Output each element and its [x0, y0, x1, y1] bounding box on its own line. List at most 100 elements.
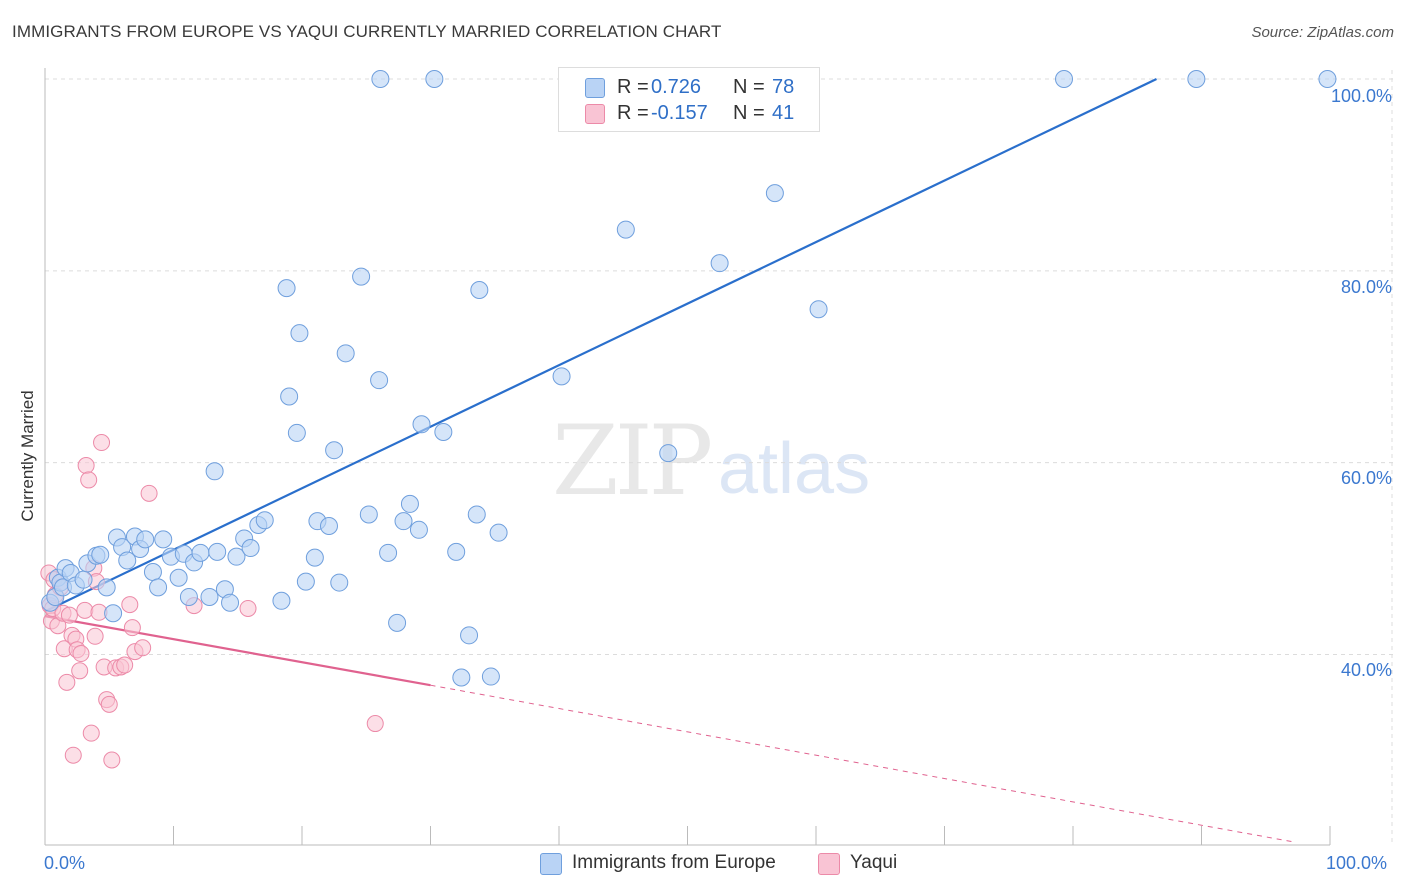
yaqui-point [366, 715, 384, 733]
europe-n-label: N = [733, 76, 765, 98]
yaqui-legend-swatch-icon [818, 853, 840, 875]
y-tick-60: 60.0% [1340, 468, 1392, 488]
europe-point [287, 423, 306, 442]
yaqui-point [140, 484, 158, 502]
europe-point [179, 587, 198, 606]
chart-title: IMMIGRANTS FROM EUROPE VS YAQUI CURRENTL… [12, 22, 722, 41]
yaqui-point [64, 746, 82, 764]
europe-point [370, 371, 389, 390]
watermark-zip: ZIP [552, 405, 713, 517]
yaqui-trend-extension [430, 684, 1292, 843]
europe-point [447, 542, 466, 561]
europe-point [765, 184, 784, 203]
europe-point [280, 387, 299, 406]
europe-point [296, 572, 315, 591]
europe-point [91, 545, 110, 564]
y-tick-40: 40.0% [1340, 660, 1392, 680]
europe-point [388, 613, 407, 632]
europe-point [809, 300, 828, 319]
europe-legend-label: Immigrants from Europe [572, 852, 776, 873]
europe-point [272, 591, 291, 610]
europe-point [221, 593, 240, 612]
europe-r-label: R = [617, 76, 649, 98]
trend-lines [44, 78, 1292, 843]
europe-r-value: 0.726 [651, 76, 702, 98]
europe-point [400, 494, 419, 513]
yaqui-point [93, 434, 111, 452]
europe-point [277, 279, 296, 298]
yaqui-legend-label: Yaqui [850, 852, 898, 873]
europe-point [74, 570, 93, 589]
europe-point [290, 324, 309, 343]
correlation-legend: R = 0.726 N = 78 R = -0.157 N = 41 [558, 67, 820, 132]
y-axis-label: Currently Married [18, 390, 37, 522]
y-tick-80: 80.0% [1340, 277, 1392, 297]
source-label: Source: ZipAtlas.com [1251, 24, 1394, 41]
europe-n-value: 78 [772, 76, 795, 98]
europe-legend-swatch-icon [540, 853, 562, 875]
yaqui-point [103, 751, 121, 769]
europe-swatch-icon [585, 78, 605, 98]
europe-point [169, 568, 188, 587]
europe-point [359, 505, 378, 524]
yaqui-r-value: -0.157 [651, 102, 708, 124]
europe-point [467, 505, 486, 524]
y-tick-100: 100.0% [1330, 86, 1392, 106]
yaqui-point [123, 619, 141, 637]
gridlines [45, 70, 1395, 845]
europe-point [394, 512, 413, 531]
europe-point [97, 578, 116, 597]
yaqui-point [60, 606, 78, 624]
yaqui-trend-line [44, 615, 431, 687]
yaqui-point [77, 457, 95, 475]
europe-point [149, 578, 168, 597]
europe-point [200, 587, 219, 606]
yaqui-point [72, 645, 90, 663]
europe-point [205, 462, 224, 481]
europe-point [470, 281, 489, 300]
europe-point [154, 530, 173, 549]
yaqui-point [239, 599, 257, 617]
yaqui-point [76, 601, 94, 619]
europe-point [319, 516, 338, 535]
europe-point [241, 539, 260, 558]
europe-point [412, 415, 431, 434]
europe-point [425, 70, 444, 88]
europe-points [41, 70, 1337, 687]
europe-point [1318, 70, 1337, 88]
yaqui-point [100, 695, 118, 713]
europe-point [104, 604, 123, 623]
europe-point [489, 523, 508, 542]
europe-point [118, 551, 137, 570]
yaqui-points [40, 434, 384, 769]
europe-point [481, 667, 500, 686]
x-tick-right: 100.0% [1326, 853, 1388, 873]
x-tick-left: 0.0% [44, 853, 86, 873]
europe-point [379, 543, 398, 562]
yaqui-swatch-icon [585, 104, 605, 124]
yaqui-point [121, 596, 139, 614]
europe-point [1055, 70, 1074, 88]
yaqui-point [80, 471, 98, 489]
europe-point [191, 543, 210, 562]
watermark-atlas: atlas [718, 429, 871, 509]
europe-point [325, 441, 344, 460]
yaqui-n-label: N = [733, 102, 765, 124]
europe-point [330, 573, 349, 592]
yaqui-r-label: R = [617, 102, 649, 124]
europe-point [710, 254, 729, 273]
yaqui-point [116, 656, 134, 674]
yaqui-point [134, 639, 152, 657]
europe-point [227, 547, 246, 566]
europe-point [434, 422, 453, 441]
europe-point [336, 344, 355, 363]
europe-point [208, 542, 227, 561]
yaqui-point [86, 627, 104, 645]
europe-point [352, 267, 371, 286]
yaqui-point [71, 662, 89, 680]
europe-point [136, 530, 155, 549]
yaqui-point [82, 724, 100, 742]
yaqui-n-value: 41 [772, 102, 795, 124]
europe-point [460, 626, 479, 645]
